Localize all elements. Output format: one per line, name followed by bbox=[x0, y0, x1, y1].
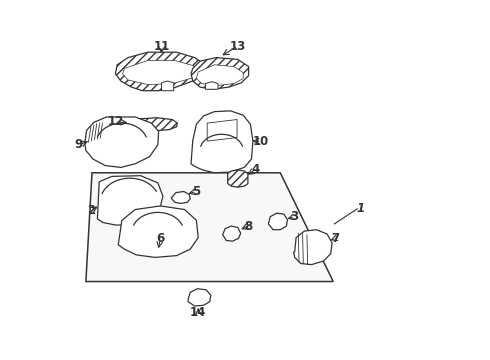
Text: 1: 1 bbox=[356, 202, 364, 215]
Polygon shape bbox=[162, 81, 174, 91]
Polygon shape bbox=[171, 192, 190, 203]
Text: 9: 9 bbox=[74, 138, 83, 151]
Text: 5: 5 bbox=[192, 185, 200, 198]
Text: 8: 8 bbox=[245, 220, 253, 233]
Polygon shape bbox=[188, 289, 211, 306]
Polygon shape bbox=[191, 111, 253, 173]
Text: 2: 2 bbox=[87, 204, 95, 217]
Text: 7: 7 bbox=[332, 232, 340, 245]
Text: 14: 14 bbox=[190, 306, 206, 319]
Polygon shape bbox=[118, 206, 198, 257]
Polygon shape bbox=[86, 173, 333, 282]
Text: 12: 12 bbox=[107, 115, 123, 128]
Polygon shape bbox=[85, 117, 159, 167]
Text: 6: 6 bbox=[156, 232, 165, 245]
Polygon shape bbox=[207, 120, 237, 141]
Polygon shape bbox=[269, 213, 288, 230]
Polygon shape bbox=[122, 60, 198, 85]
Text: 4: 4 bbox=[251, 163, 259, 176]
Text: 3: 3 bbox=[291, 210, 299, 223]
Text: 10: 10 bbox=[253, 135, 270, 148]
Polygon shape bbox=[205, 82, 218, 89]
Polygon shape bbox=[116, 52, 205, 91]
Polygon shape bbox=[124, 118, 177, 131]
Polygon shape bbox=[98, 176, 163, 225]
Polygon shape bbox=[228, 170, 248, 187]
Text: 11: 11 bbox=[153, 40, 170, 53]
Polygon shape bbox=[294, 230, 332, 265]
Text: 13: 13 bbox=[230, 40, 246, 53]
Polygon shape bbox=[191, 58, 248, 89]
Polygon shape bbox=[222, 226, 241, 241]
Polygon shape bbox=[196, 65, 243, 86]
